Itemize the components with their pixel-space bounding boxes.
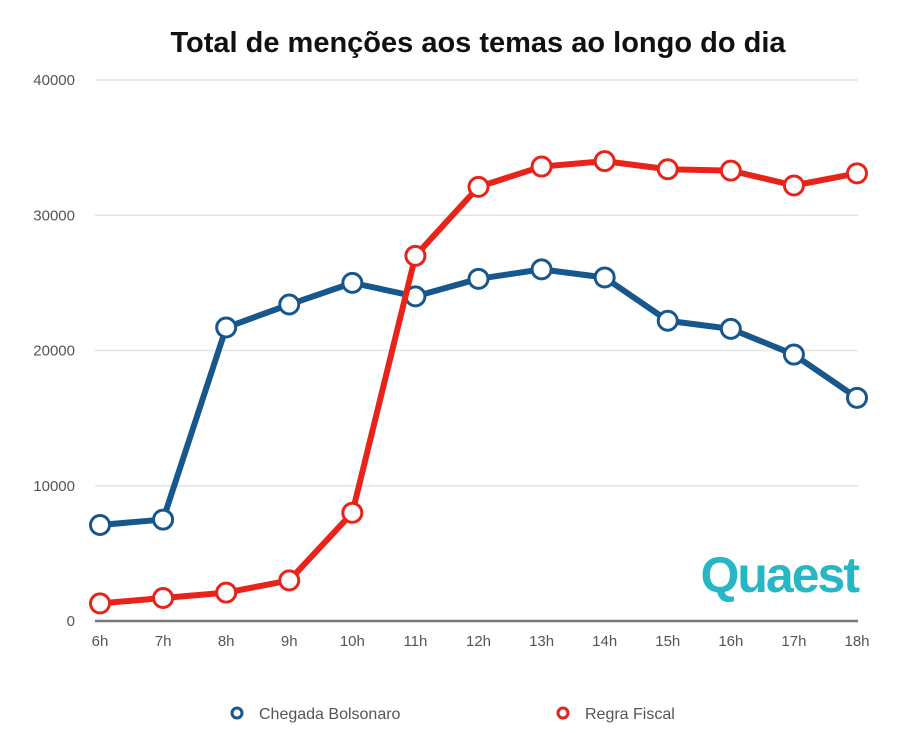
series-chegada-bolsonaro xyxy=(89,258,868,536)
data-point-regra-fiscal[interactable] xyxy=(530,155,553,178)
series-group xyxy=(89,150,868,615)
gridlines xyxy=(95,79,858,487)
x-tick-label: 8h xyxy=(218,633,235,650)
quaest-logo: Quaest xyxy=(700,547,862,603)
data-point-chegada-bolsonaro[interactable] xyxy=(530,258,553,281)
series-line-regra-fiscal xyxy=(97,158,860,607)
data-point-chegada-bolsonaro[interactable] xyxy=(278,293,301,316)
data-point-chegada-bolsonaro[interactable] xyxy=(467,267,490,290)
legend-marker-regra-fiscal xyxy=(556,706,570,720)
x-tick-label: 13h xyxy=(529,633,554,650)
data-point-chegada-bolsonaro[interactable] xyxy=(215,316,238,339)
x-tick-label: 16h xyxy=(718,633,743,650)
x-axis-ticks: 6h 7h 8h 9h 10h 11h 12h 13h 14h 15h 16h 17h 18h xyxy=(92,633,870,650)
data-point-chegada-bolsonaro[interactable] xyxy=(782,343,805,366)
x-tick-label: 12h xyxy=(466,633,491,650)
data-point-chegada-bolsonaro[interactable] xyxy=(593,266,616,289)
legend: Chegada Bolsonaro Regra Fiscal xyxy=(230,706,675,723)
chart-title: Total de menções aos temas ao longo do d… xyxy=(170,27,786,59)
y-tick-label: 30000 xyxy=(33,207,75,224)
data-point-chegada-bolsonaro[interactable] xyxy=(341,271,364,294)
y-axis-ticks: 0 10000 20000 30000 40000 xyxy=(33,72,75,630)
logo-text: Quaest xyxy=(700,547,860,603)
x-tick-label: 18h xyxy=(844,633,869,650)
series-regra-fiscal xyxy=(89,150,868,615)
x-tick-label: 9h xyxy=(281,633,298,650)
data-point-chegada-bolsonaro[interactable] xyxy=(152,508,175,531)
x-tick-label: 14h xyxy=(592,633,617,650)
data-point-chegada-bolsonaro[interactable] xyxy=(719,317,742,340)
legend-marker-chegada-bolsonaro xyxy=(230,706,244,720)
data-point-regra-fiscal[interactable] xyxy=(846,162,868,185)
legend-item-chegada-bolsonaro[interactable]: Chegada Bolsonaro xyxy=(230,706,401,723)
data-point-regra-fiscal[interactable] xyxy=(656,158,679,181)
y-tick-label: 10000 xyxy=(33,478,75,495)
data-point-chegada-bolsonaro[interactable] xyxy=(89,513,111,536)
data-point-regra-fiscal[interactable] xyxy=(719,159,742,182)
legend-label-chegada-bolsonaro: Chegada Bolsonaro xyxy=(259,706,401,723)
y-tick-label: 40000 xyxy=(33,72,75,89)
data-point-regra-fiscal[interactable] xyxy=(215,581,238,604)
data-point-regra-fiscal[interactable] xyxy=(152,587,175,610)
y-tick-label: 0 xyxy=(67,613,75,630)
data-point-regra-fiscal[interactable] xyxy=(89,592,111,615)
y-tick-label: 20000 xyxy=(33,343,75,360)
x-tick-label: 15h xyxy=(655,633,680,650)
data-point-regra-fiscal[interactable] xyxy=(467,175,490,198)
data-point-regra-fiscal[interactable] xyxy=(782,174,805,197)
x-tick-label: 7h xyxy=(155,633,172,650)
series-line-chegada-bolsonaro xyxy=(97,266,860,528)
data-point-regra-fiscal[interactable] xyxy=(404,244,427,267)
x-tick-label: 17h xyxy=(781,633,806,650)
data-point-chegada-bolsonaro[interactable] xyxy=(656,309,679,332)
x-tick-label: 11h xyxy=(403,633,427,650)
data-point-regra-fiscal[interactable] xyxy=(341,501,364,524)
data-point-chegada-bolsonaro[interactable] xyxy=(846,386,868,409)
legend-item-regra-fiscal[interactable]: Regra Fiscal xyxy=(556,706,675,723)
data-point-regra-fiscal[interactable] xyxy=(593,150,616,173)
x-tick-label: 10h xyxy=(340,633,365,650)
legend-label-regra-fiscal: Regra Fiscal xyxy=(585,706,675,723)
data-point-regra-fiscal[interactable] xyxy=(278,569,301,592)
x-tick-label: 6h xyxy=(92,633,109,650)
